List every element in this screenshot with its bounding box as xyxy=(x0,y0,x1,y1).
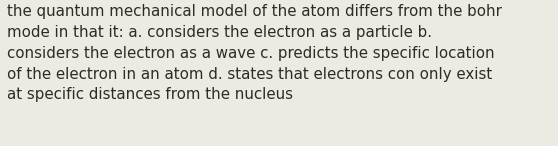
Text: the quantum mechanical model of the atom differs from the bohr
mode in that it: : the quantum mechanical model of the atom… xyxy=(7,4,502,102)
